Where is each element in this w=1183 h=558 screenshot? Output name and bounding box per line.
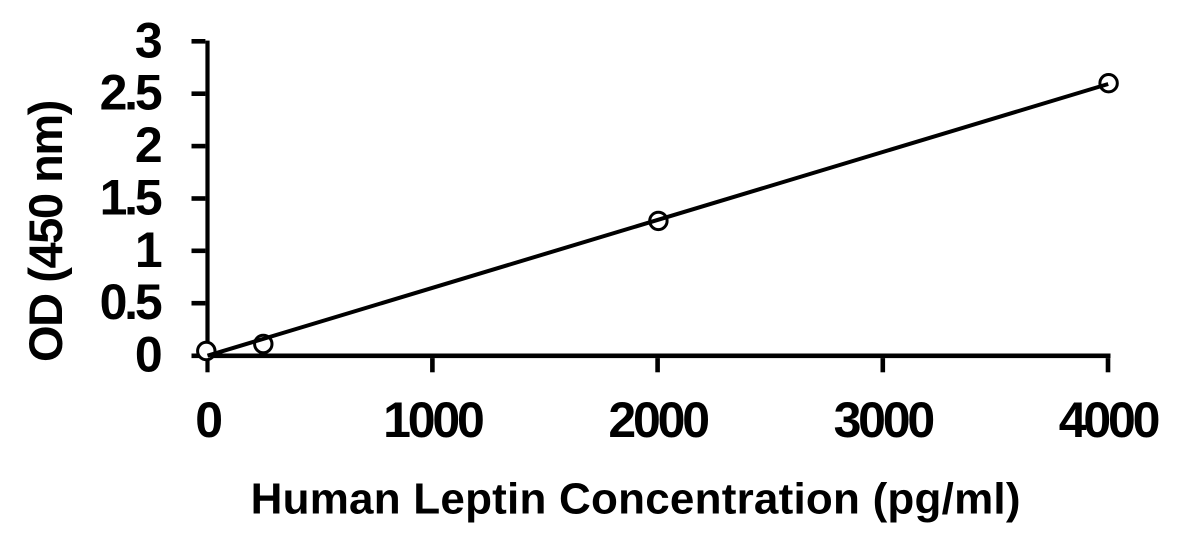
- svg-text:2: 2: [135, 117, 161, 173]
- svg-text:OD (450 nm): OD (450 nm): [19, 101, 72, 362]
- svg-text:2000: 2000: [608, 392, 708, 448]
- svg-text:Human Leptin Concentration (pg: Human Leptin Concentration (pg/ml): [251, 475, 1021, 524]
- svg-text:1000: 1000: [383, 392, 483, 448]
- svg-text:0: 0: [195, 392, 221, 448]
- svg-text:0.5: 0.5: [100, 274, 162, 330]
- svg-text:3000: 3000: [834, 392, 934, 448]
- svg-text:1.5: 1.5: [100, 170, 162, 226]
- svg-text:1: 1: [135, 222, 162, 278]
- svg-text:2.5: 2.5: [100, 65, 162, 121]
- svg-text:0: 0: [135, 327, 161, 383]
- svg-text:3: 3: [135, 12, 161, 68]
- svg-text:4000: 4000: [1059, 392, 1159, 448]
